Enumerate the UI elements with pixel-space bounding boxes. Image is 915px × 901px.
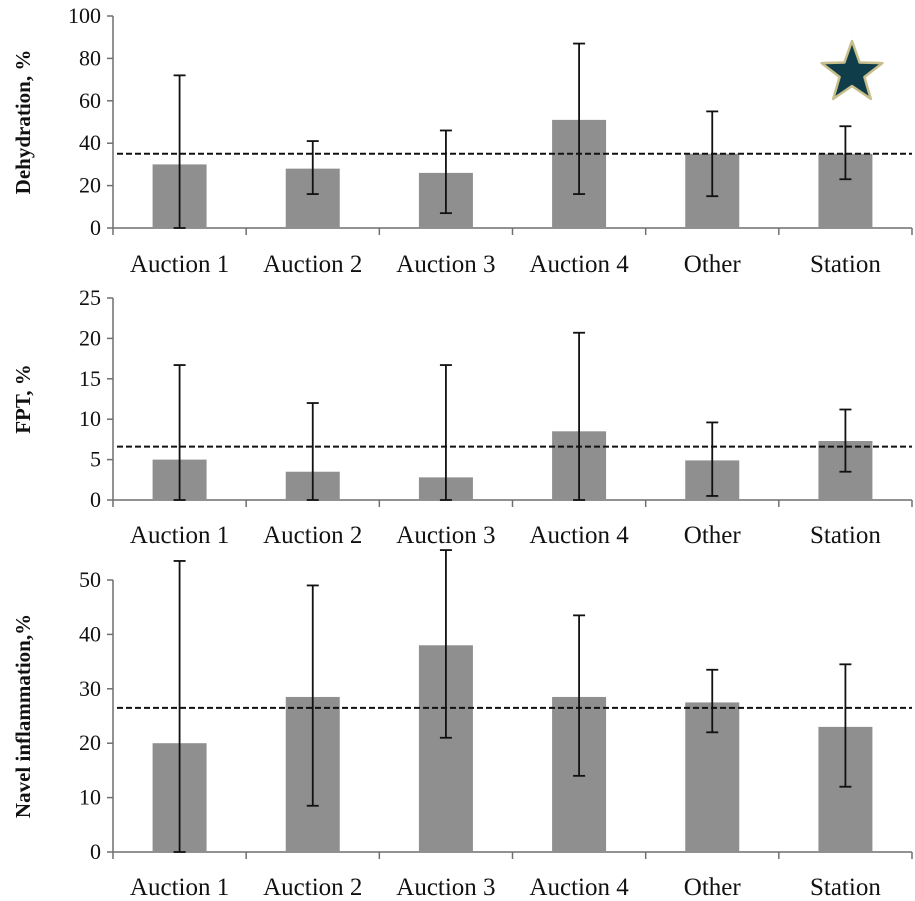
- category-label: Auction 1: [130, 251, 229, 278]
- y-tick-label: 20: [79, 730, 101, 755]
- category-label: Other: [684, 522, 742, 549]
- category-label: Auction 2: [263, 874, 362, 901]
- y-tick-label: 100: [68, 3, 101, 28]
- category-label: Auction 4: [529, 874, 629, 901]
- category-label: Auction 3: [396, 251, 495, 278]
- category-label: Other: [684, 874, 742, 901]
- y-tick-label: 5: [90, 447, 101, 472]
- chart-panel-3: 0 10 20 30 40 50 Auction 1 Auction 2 Auction 3 Au…: [11, 549, 913, 901]
- y-tick-label: 60: [79, 88, 101, 113]
- y-tick-label: 0: [90, 215, 101, 240]
- chart-panel-2: 0 5 10 15 20 25 Auction 1 Auction 2 Auction 3 Auc…: [11, 285, 913, 549]
- category-label: Station: [810, 251, 881, 278]
- category-label: Auction 4: [529, 522, 629, 549]
- y-tick-label: 20: [79, 173, 101, 198]
- category-label: Station: [810, 522, 881, 549]
- category-label: Other: [684, 251, 742, 278]
- category-label: Auction 2: [263, 251, 362, 278]
- y-tick-label: 15: [79, 366, 101, 391]
- y-tick-label: 30: [79, 676, 101, 701]
- y-tick-label: 0: [90, 839, 101, 864]
- y-axis-label: FPT, %: [11, 364, 35, 434]
- category-label: Auction 4: [529, 251, 629, 278]
- category-label: Auction 3: [396, 874, 495, 901]
- category-label: Station: [810, 874, 881, 901]
- category-label: Auction 1: [130, 874, 229, 901]
- y-tick-label: 80: [79, 45, 101, 70]
- chart-panel-1: 0 20 40 60 80 100 Auction 1 Auction 2 Auction 3 A…: [11, 3, 913, 278]
- star-shape: [820, 39, 884, 101]
- star-icon: [820, 39, 884, 101]
- y-axis-label: Navel inflammation,%: [11, 614, 35, 818]
- y-axis-label: Dehydration, %: [11, 50, 35, 195]
- y-tick-label: 10: [79, 785, 101, 810]
- y-tick-label: 20: [79, 325, 101, 350]
- y-tick-label: 10: [79, 406, 101, 431]
- y-tick-label: 40: [79, 621, 101, 646]
- category-label: Auction 3: [396, 522, 495, 549]
- y-tick-label: 0: [90, 487, 101, 512]
- y-tick-label: 40: [79, 130, 101, 155]
- y-tick-label: 50: [79, 567, 101, 592]
- category-label: Auction 1: [130, 522, 229, 549]
- category-label: Auction 2: [263, 522, 362, 549]
- y-tick-label: 25: [79, 285, 101, 310]
